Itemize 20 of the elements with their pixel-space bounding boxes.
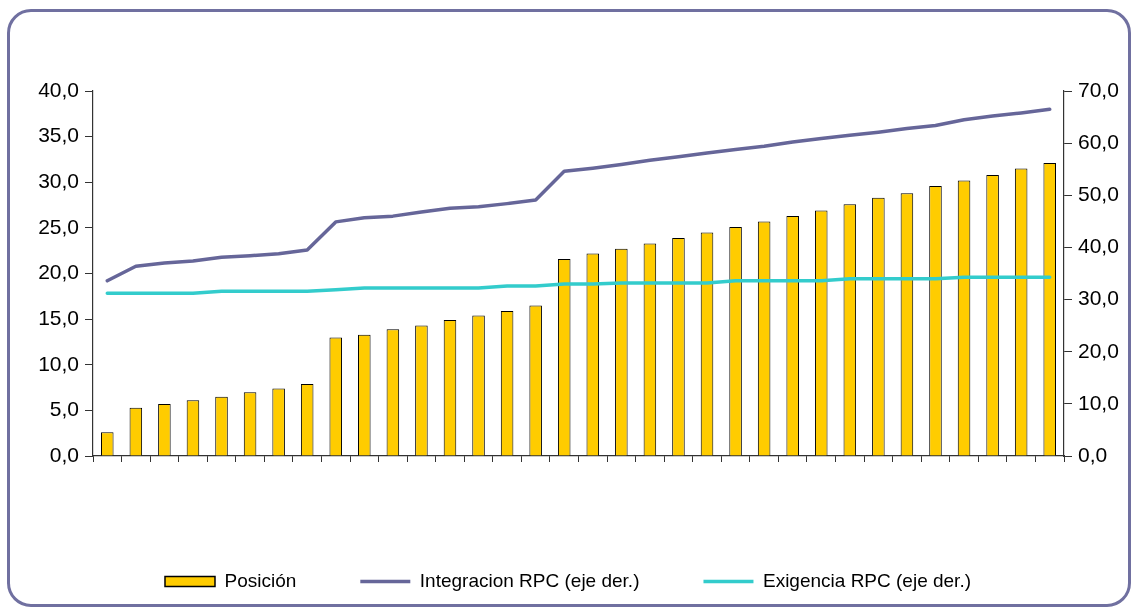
y2-tick-label: 60,0 [1078,129,1119,153]
y-tick-label: 0,0 [49,442,79,466]
y-tick-label: 10,0 [38,351,79,375]
y-tick-label: 20,0 [38,260,79,284]
y2-tick-label: 30,0 [1078,286,1119,310]
y2-tick-label: 70,0 [1078,77,1119,101]
y-tick-label: 15,0 [38,305,79,329]
y2-tick-label: 20,0 [1078,338,1119,362]
y-tick-label: 40,0 [38,77,79,101]
y-tick-label: 25,0 [38,214,79,238]
y-tick-label: 5,0 [49,397,79,421]
y2-tick-label: 50,0 [1078,182,1119,206]
legend-label: Exigencia RPC (eje der.) [762,569,972,591]
y2-tick-label: 0,0 [1078,442,1108,466]
y2-tick-label: 40,0 [1078,234,1119,258]
y-tick-label: 35,0 [38,123,79,147]
legend-label: Integracion RPC (eje der.) [419,569,640,591]
y-tick-label: 30,0 [38,169,79,193]
legend-label: Posición [224,569,297,591]
y2-tick-label: 10,0 [1078,390,1119,414]
